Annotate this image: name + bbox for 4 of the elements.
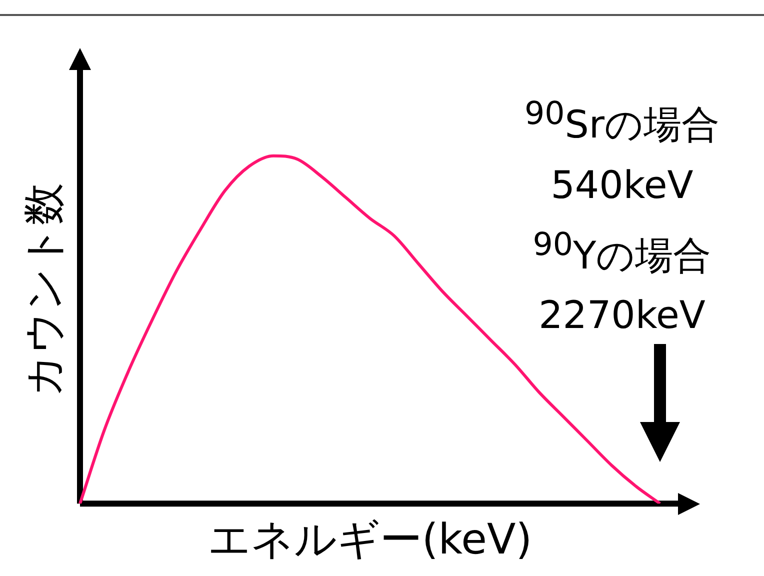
annotation: $^{90}$Srの場合 540keV — [523, 95, 721, 209]
x-axis-title: エネルギー(keV) — [208, 514, 532, 564]
annotation: $^{90}$Yの場合 2270keV — [532, 226, 712, 340]
y-axis-title: カウント数 — [18, 183, 69, 397]
